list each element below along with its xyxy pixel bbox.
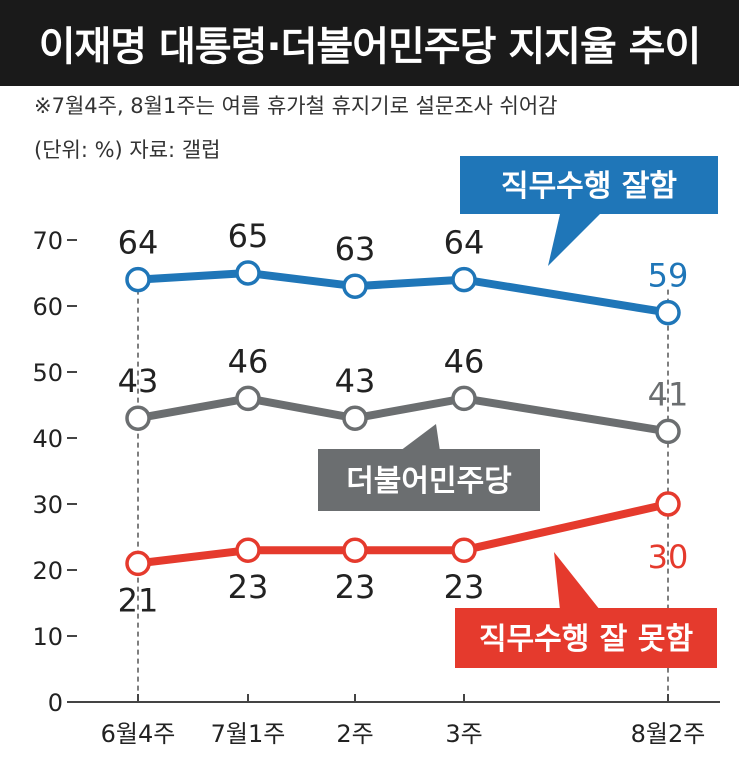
- y-tick-label: 50: [32, 359, 63, 387]
- series-line: [137, 500, 669, 568]
- data-label: 64: [444, 224, 485, 262]
- series-line: [137, 269, 669, 317]
- data-point: [125, 550, 151, 577]
- data-point: [451, 385, 477, 412]
- data-label: 23: [444, 568, 485, 606]
- approve-callout-pointer: [548, 214, 600, 266]
- survey-note: ※7월4주, 8월1주는 여름 휴가철 휴지기로 설문조사 쉬어감: [34, 94, 558, 118]
- x-tick-label: 6월4주: [101, 720, 176, 748]
- data-point: [342, 405, 368, 431]
- data-label: 65: [228, 217, 269, 255]
- data-point: [655, 491, 681, 517]
- chart-title: 이재명 대통령·더불어민주당 지지율 추이: [0, 0, 739, 86]
- y-tick-label: 70: [32, 227, 63, 255]
- y-tick-label: 10: [32, 623, 63, 651]
- data-point: [655, 418, 681, 445]
- party-callout-box: [318, 449, 540, 511]
- y-tick-label: 60: [32, 293, 63, 321]
- x-tick-label: 3주: [445, 720, 482, 748]
- unit-source: (단위: %) 자료: 갤럽: [34, 138, 221, 162]
- approve-callout-label: 직무수행 잘함: [501, 169, 677, 204]
- party-callout-pointer: [400, 424, 440, 451]
- data-label: 43: [335, 362, 376, 400]
- data-label: 23: [335, 568, 376, 606]
- data-point: [342, 537, 368, 563]
- data-point: [125, 405, 151, 431]
- data-label: 64: [118, 224, 159, 262]
- x-tick-label: 7월1주: [211, 720, 286, 748]
- y-tick-label: 20: [32, 557, 63, 585]
- y-tick-label: 0: [48, 689, 63, 717]
- data-label: 21: [118, 581, 159, 619]
- data-point: [235, 537, 261, 563]
- data-point: [235, 385, 261, 412]
- disapprove-callout-label: 직무수행 잘 못함: [479, 622, 693, 657]
- disapprove-callout-box: [455, 608, 717, 668]
- data-point: [125, 266, 151, 293]
- data-point: [655, 299, 681, 326]
- data-point: [451, 266, 477, 293]
- data-label: 41: [648, 375, 689, 413]
- data-label: 46: [228, 342, 269, 380]
- data-label: 30: [648, 538, 689, 576]
- data-point: [342, 273, 368, 299]
- data-label: 59: [648, 257, 689, 295]
- series-line: [137, 394, 669, 436]
- y-tick-label: 40: [32, 425, 63, 453]
- x-tick-label: 8월2주: [631, 720, 706, 748]
- data-label: 46: [444, 342, 485, 380]
- data-point: [235, 260, 261, 286]
- disapprove-callout-pointer: [554, 552, 600, 610]
- data-label: 23: [228, 568, 269, 606]
- y-tick-label: 30: [32, 491, 63, 519]
- data-label: 63: [335, 230, 376, 268]
- data-point: [451, 537, 477, 563]
- approve-callout-box: [460, 156, 718, 214]
- party-callout-label: 더불어민주당: [346, 464, 512, 499]
- data-label: 43: [118, 362, 159, 400]
- x-tick-label: 2주: [336, 720, 373, 748]
